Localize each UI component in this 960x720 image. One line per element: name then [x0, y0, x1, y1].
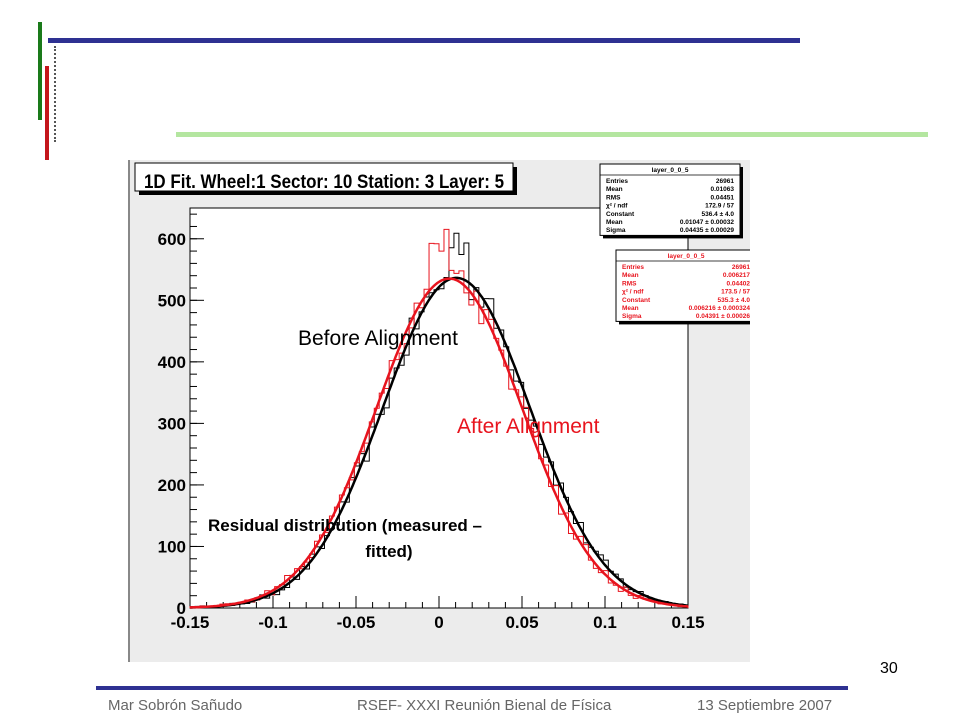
stats-row-value: 0.04435 ± 0.00029 [680, 227, 735, 234]
stats-box-title: layer_0_0_5 [668, 253, 705, 260]
y-tick-label: 400 [158, 353, 186, 372]
residual-caption-line1: Residual distribution (measured – [208, 516, 482, 535]
stats-row-label: Mean [622, 272, 639, 279]
stats-row-label: Sigma [622, 313, 642, 320]
x-tick-label: -0.05 [337, 613, 376, 632]
y-tick-label: 200 [158, 476, 186, 495]
stats-row-value: 172.9 / 57 [705, 203, 734, 210]
y-tick-label: 0 [177, 599, 186, 618]
stats-row-label: Entries [622, 264, 644, 271]
stats-row-value: 0.04391 ± 0.00026 [696, 313, 750, 320]
stats-row-value: 0.01047 ± 0.00032 [680, 219, 735, 226]
stats-box-after: layer_0_0_5 Entries 26961 Mean 0.006217 RMS 0.… [615, 249, 751, 325]
accent-dotted-vertical [54, 46, 56, 142]
accent-bar-green-light [176, 132, 928, 137]
plot-frame [189, 207, 689, 609]
stats-row-value: 26961 [732, 264, 750, 271]
y-tick-label: 500 [158, 291, 186, 310]
stats-row-label: χ² / ndf [622, 289, 644, 296]
stats-row-label: RMS [622, 280, 637, 287]
y-tick-label: 100 [158, 537, 186, 556]
stats-row-value: 535.3 ± 4.0 [718, 297, 750, 304]
before-alignment-label: Before Alignment [298, 327, 458, 350]
stats-row-label: Mean [606, 219, 623, 226]
chart-title-box: 1D Fit. Wheel:1 Sector: 10 Station: 3 La… [134, 162, 517, 195]
stats-row-value: 173.5 / 57 [721, 289, 750, 296]
x-tick-label: 0.1 [593, 613, 617, 632]
footer-author: Mar Sobrón Sañudo [108, 697, 243, 714]
histogram-chart: 1D Fit. Wheel:1 Sector: 10 Station: 3 La… [128, 160, 750, 662]
stats-box-frame [599, 163, 741, 236]
x-tick-label: 0 [434, 613, 443, 632]
stats-row-label: Constant [622, 297, 651, 304]
stats-row-value: 26961 [716, 178, 734, 185]
gaussian-fit-after [190, 277, 689, 609]
chart-title: 1D Fit. Wheel:1 Sector: 10 Station: 3 La… [144, 172, 504, 193]
stats-box-title: layer_0_0_5 [652, 167, 689, 174]
stats-row-value: 0.04402 [727, 280, 751, 287]
stats-row-label: Sigma [606, 227, 626, 234]
stats-row-label: Mean [622, 305, 639, 312]
accent-bar-blue-top [48, 38, 800, 43]
accent-bar-green-vertical [38, 22, 42, 120]
stats-row-value: 536.4 ± 4.0 [702, 211, 735, 218]
stats-row-value: 0.01063 [711, 186, 735, 193]
x-tick-label: 0.15 [671, 613, 704, 632]
x-tick-label: 0.05 [505, 613, 538, 632]
x-tick-label: -0.15 [171, 613, 210, 632]
histogram-before [189, 232, 689, 608]
gaussian-fit-before [190, 276, 689, 609]
footer-event: RSEF- XXXI Reunión Bienal de Física [357, 697, 612, 714]
stats-row-value: 0.006216 ± 0.000324 [689, 305, 750, 312]
after-alignment-label: After Alignment [457, 415, 600, 438]
slide-number: 30 [880, 660, 898, 677]
y-tick-label: 300 [158, 414, 186, 433]
footer-date: 13 Septiembre 2007 [697, 697, 833, 714]
stats-row-label: Mean [606, 186, 623, 193]
histogram-after [189, 228, 689, 608]
stats-row-value: 0.04451 [711, 194, 735, 201]
y-tick-label: 600 [158, 230, 186, 249]
stats-row-label: χ² / ndf [606, 203, 628, 210]
accent-bar-red-vertical [45, 66, 49, 160]
histogram-plot-panel: 1D Fit. Wheel:1 Sector: 10 Station: 3 La… [128, 160, 750, 662]
stats-row-label: Constant [606, 211, 635, 218]
residual-caption-line2: fitted) [365, 542, 412, 561]
x-tick-label: -0.1 [258, 613, 287, 632]
stats-row-label: Entries [606, 178, 628, 185]
stats-box-before: layer_0_0_5 Entries 26961 Mean 0.01063 RMS 0.0… [599, 163, 743, 239]
accent-bar-blue-bottom [96, 686, 848, 690]
stats-box-frame [615, 249, 750, 322]
stats-row-value: 0.006217 [723, 272, 750, 279]
stats-row-label: RMS [606, 194, 621, 201]
